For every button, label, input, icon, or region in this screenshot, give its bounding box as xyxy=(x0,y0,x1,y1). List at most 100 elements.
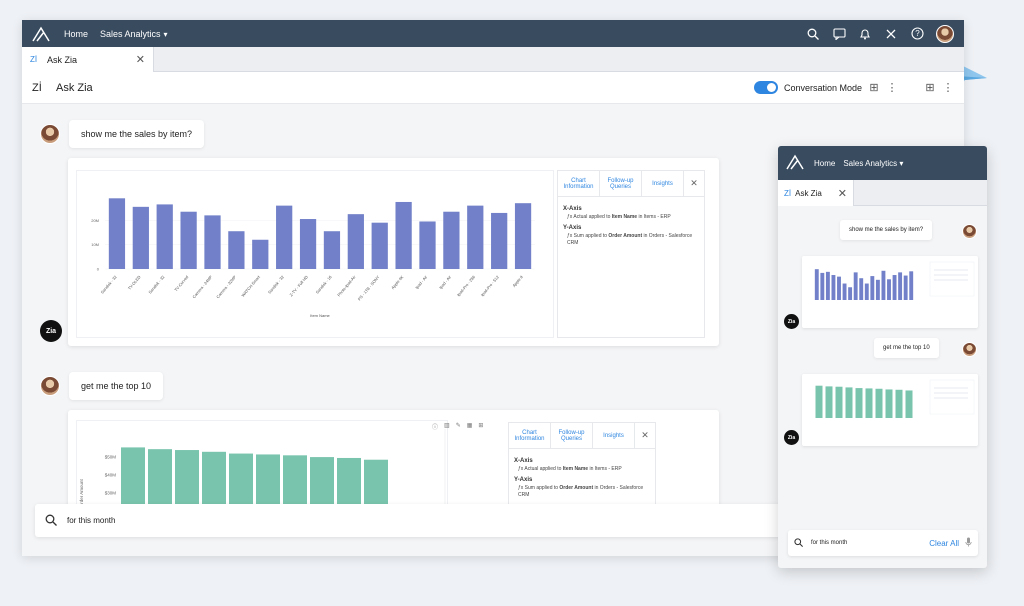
zia-logo-icon: Zİ xyxy=(30,54,43,65)
bar xyxy=(881,270,886,300)
more-vertical-icon[interactable]: ⋮ xyxy=(942,82,954,94)
nav-workspace-label: Sales Analytics xyxy=(100,28,161,39)
app-logo-icon[interactable] xyxy=(32,25,50,43)
user-avatar[interactable] xyxy=(936,24,954,43)
tab-follow-up-queries[interactable]: Follow-up Queries xyxy=(551,423,593,448)
avatar xyxy=(962,342,977,357)
clear-all-button[interactable]: Clear All xyxy=(929,538,959,548)
message-bubble: get me the top 10 xyxy=(874,338,939,358)
table-icon[interactable]: ▦ xyxy=(466,423,473,429)
bar xyxy=(180,211,197,269)
app-logo-icon[interactable] xyxy=(786,154,804,172)
mobile-top-bar: Home Sales Analytics ▾ xyxy=(778,146,987,180)
mobile-tab-strip: Zİ Ask Zia ✕ xyxy=(778,180,987,206)
search-input[interactable]: for this month xyxy=(811,540,848,546)
bar xyxy=(853,272,858,300)
zia-avatar-badge: Zia xyxy=(784,314,799,329)
avatar xyxy=(962,224,977,239)
x-tick-label: WATCH-Smart xyxy=(240,274,261,298)
bar xyxy=(837,276,841,300)
bar xyxy=(323,231,341,269)
close-icon[interactable]: ✕ xyxy=(690,178,698,188)
bar xyxy=(831,275,836,300)
x-tick-label: Ipad-Pro - 256 xyxy=(456,274,477,297)
bar xyxy=(419,221,436,269)
x-tick-label: Sandisk - 32 xyxy=(100,274,119,295)
search-icon[interactable] xyxy=(806,27,820,41)
bar xyxy=(467,205,484,269)
info-icon[interactable]: ⓘ xyxy=(432,425,439,431)
search-icon xyxy=(45,514,57,528)
settings-grid-icon[interactable]: ⊞ xyxy=(869,82,879,94)
tab-follow-up-queries[interactable]: Follow-up Queries xyxy=(600,171,642,196)
x-axis-description: ƒx Actual applied to Item Name in Items … xyxy=(567,214,671,220)
bar xyxy=(903,275,908,300)
microphone-icon[interactable] xyxy=(965,537,972,549)
x-axis-description: ƒx Actual applied to Item Name in Items … xyxy=(518,466,622,472)
close-icon[interactable]: ✕ xyxy=(641,430,649,440)
search-input[interactable]: for this month xyxy=(67,516,116,525)
chart-card: 0 10M 20M Sandisk - 32 TV-OLED Sandisk - 32 TV… xyxy=(68,158,719,346)
help-icon[interactable]: ? xyxy=(910,27,924,41)
x-tick-label: TV-OLED xyxy=(127,274,142,290)
close-icon[interactable]: ✕ xyxy=(837,187,847,200)
mini-info-panel xyxy=(929,261,975,297)
x-tick-label: Sandisk - 16 xyxy=(315,274,334,295)
bar xyxy=(898,272,903,300)
tab-insights[interactable]: Insights xyxy=(593,423,635,448)
edit-icon[interactable]: ✎ xyxy=(455,423,461,429)
chart-type-icon[interactable]: ▥ xyxy=(444,423,450,429)
avatar xyxy=(40,376,60,396)
bar xyxy=(848,287,853,300)
avatar xyxy=(40,124,60,144)
tools-icon[interactable] xyxy=(884,27,898,41)
bar xyxy=(885,389,893,418)
tab-chart-information[interactable]: Chart Information xyxy=(558,171,600,196)
nav-home[interactable]: Home xyxy=(814,158,836,168)
message-bubble: get me the top 10 xyxy=(69,372,164,400)
x-tick-label: Camera - 32MP xyxy=(215,274,237,299)
zia-logo-icon: Zİ xyxy=(784,188,792,198)
bar xyxy=(892,275,897,300)
y-tick-label: 0 xyxy=(97,267,100,272)
message-bubble: show me the sales by item? xyxy=(69,120,205,148)
bar xyxy=(204,215,221,269)
svg-text:Zİ: Zİ xyxy=(30,55,37,63)
bar xyxy=(156,204,173,269)
chart-info-panel: Chart Information Follow-up Queries Insi… xyxy=(557,170,705,338)
bar xyxy=(870,276,875,300)
bar xyxy=(815,385,823,418)
mini-chart-card xyxy=(802,374,978,446)
nav-home[interactable]: Home xyxy=(64,28,89,39)
mobile-search-bar[interactable]: for this month Clear All xyxy=(788,530,978,556)
nav-workspace-dropdown[interactable]: Sales Analytics ▾ xyxy=(100,29,168,39)
bar xyxy=(859,278,864,300)
close-icon[interactable]: ✕ xyxy=(135,54,145,66)
nav-workspace-dropdown[interactable]: Sales Analytics ▾ xyxy=(843,159,903,168)
bar xyxy=(108,198,126,269)
tab-ask-zia[interactable]: Zİ Ask Zia ✕ xyxy=(22,47,154,72)
y-axis-heading: Y-Axis xyxy=(563,224,582,231)
grid-icon[interactable]: ⊞ xyxy=(478,423,484,429)
tab-ask-zia[interactable]: Zİ Ask Zia ✕ xyxy=(778,180,854,206)
bar xyxy=(276,205,293,269)
bell-icon[interactable] xyxy=(858,27,872,41)
settings-grid-icon[interactable]: ⊞ xyxy=(925,82,935,94)
svg-text:?: ? xyxy=(915,29,920,38)
mini-chart-card xyxy=(802,256,978,328)
tab-insights[interactable]: Insights xyxy=(642,171,684,196)
conversation-mode-toggle[interactable] xyxy=(753,81,778,94)
bar xyxy=(347,214,364,269)
ask-zia-search-bar[interactable]: for this month xyxy=(35,504,815,537)
bar xyxy=(299,219,317,269)
tab-chart-information[interactable]: Chart Information xyxy=(509,423,551,448)
page-header: Zİ Ask Zia Conversation Mode ⊞ ⋮ ⊞ ⋮ xyxy=(22,72,964,104)
svg-text:Zİ: Zİ xyxy=(32,81,42,92)
more-vertical-icon[interactable]: ⋮ xyxy=(886,82,898,94)
chat-icon[interactable] xyxy=(832,27,846,41)
conversation-mode-label: Conversation Mode xyxy=(783,82,862,93)
bar xyxy=(845,387,853,418)
x-tick-label: Apple 8 xyxy=(511,274,524,288)
search-icon xyxy=(794,537,803,549)
bar xyxy=(491,212,508,269)
